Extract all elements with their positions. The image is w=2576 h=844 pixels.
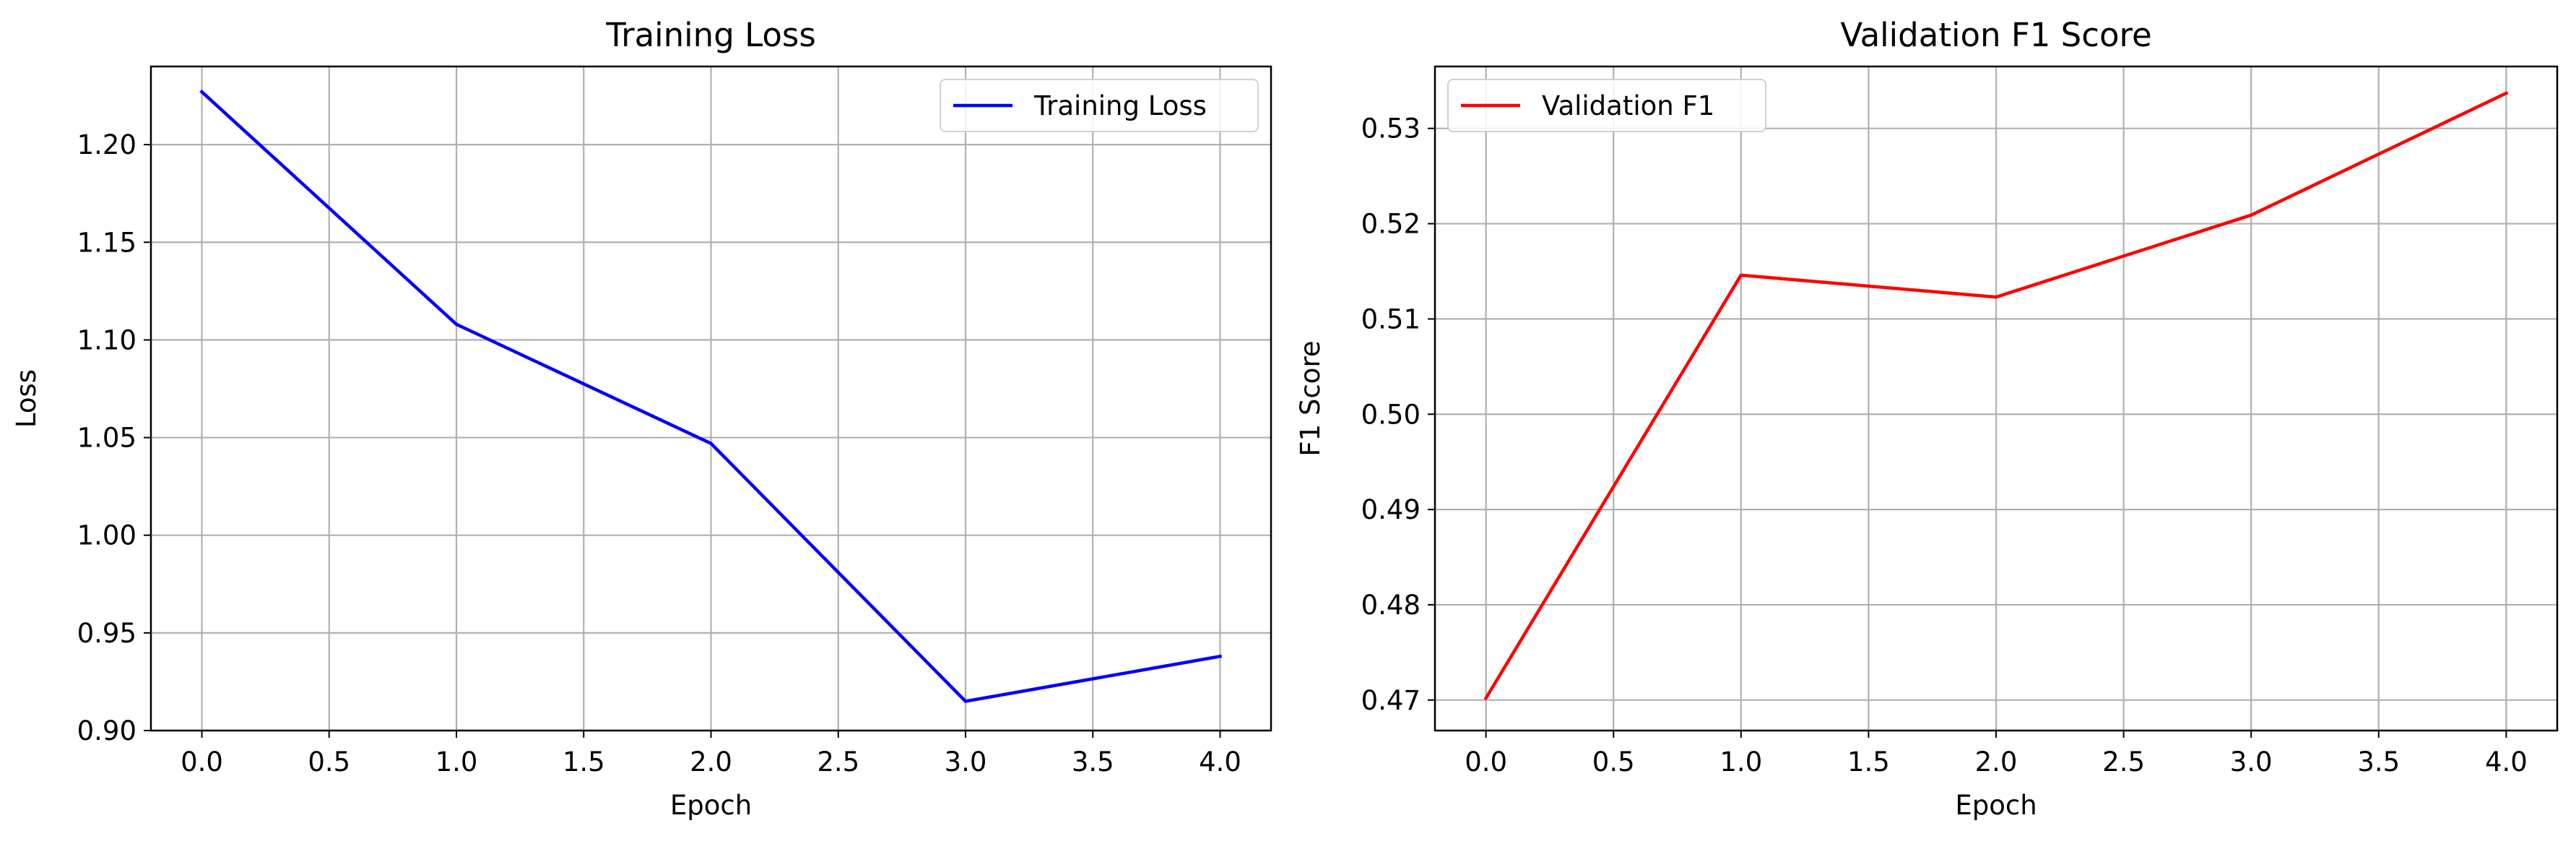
y-axis-label: Loss	[11, 369, 42, 428]
legend-label: Validation F1	[1542, 90, 1714, 121]
y-tick-label: 1.20	[77, 129, 136, 160]
legend: Training Loss	[940, 79, 1259, 132]
series-line	[1483, 90, 2509, 701]
x-tick-label: 0.0	[1465, 746, 1507, 778]
y-axis-label: F1 Score	[1295, 340, 1326, 456]
y-tick-label: 0.52	[1361, 209, 1421, 240]
x-tick-label: 3.0	[945, 746, 987, 778]
x-tick-label: 1.0	[1719, 746, 1762, 778]
y-tick-label: 0.95	[77, 618, 136, 649]
x-tick-label: 0.5	[308, 746, 350, 778]
x-tick-label: 2.5	[2102, 746, 2145, 778]
plot-frame	[1434, 65, 2559, 732]
x-tick-label: 2.5	[817, 746, 859, 778]
x-tick-label: 2.0	[690, 746, 732, 778]
x-tick-label: 1.5	[1847, 746, 1890, 778]
legend-label: Training Loss	[1033, 90, 1207, 121]
x-tick-label: 3.5	[1072, 746, 1114, 778]
y-tick-label: 1.00	[77, 520, 136, 551]
legend-box	[1447, 79, 1766, 132]
x-tick-label: 0.0	[181, 746, 223, 778]
chart-title: Training Loss	[605, 16, 816, 54]
y-tick-label: 0.48	[1361, 590, 1421, 621]
chart-panel-1: 0.0 0.5 1.0 1.5 2.0 2.5 3.0 3.5 4.0 0.90 0.95 1.00 1…	[11, 16, 1272, 821]
x-axis-label: Epoch	[1955, 790, 2037, 821]
y-tick-label: 0.53	[1361, 113, 1421, 145]
legend-box	[940, 79, 1259, 132]
y-tick-label: 1.15	[77, 227, 136, 258]
y-tick-label: 0.49	[1361, 494, 1421, 525]
chart-title: Validation F1 Score	[1840, 16, 2151, 54]
x-tick-label: 4.0	[2485, 746, 2528, 778]
y-tick-label: 1.10	[77, 324, 136, 356]
y-tick-label: 0.51	[1361, 303, 1421, 335]
series-line	[199, 89, 1223, 703]
y-tick-label: 0.90	[77, 715, 136, 746]
plot-frame	[149, 65, 1272, 732]
y-tick-label: 1.05	[77, 423, 136, 454]
x-tick-label: 1.5	[563, 746, 605, 778]
x-tick-label: 2.0	[1975, 746, 2018, 778]
x-tick-label: 4.0	[1199, 746, 1241, 778]
chart-panel-2: 0.0 0.5 1.0 1.5 2.0 2.5 3.0 3.5 4.0 0.47 0.48 0.49 0…	[1295, 16, 2559, 821]
x-tick-label: 3.5	[2357, 746, 2400, 778]
y-tick-label: 0.50	[1361, 399, 1421, 430]
x-tick-label: 0.5	[1592, 746, 1635, 778]
x-tick-label: 1.0	[435, 746, 478, 778]
y-tick-label: 0.47	[1361, 685, 1421, 716]
x-axis-label: Epoch	[670, 790, 752, 821]
legend: Validation F1	[1447, 79, 1766, 132]
x-tick-label: 3.0	[2230, 746, 2273, 778]
